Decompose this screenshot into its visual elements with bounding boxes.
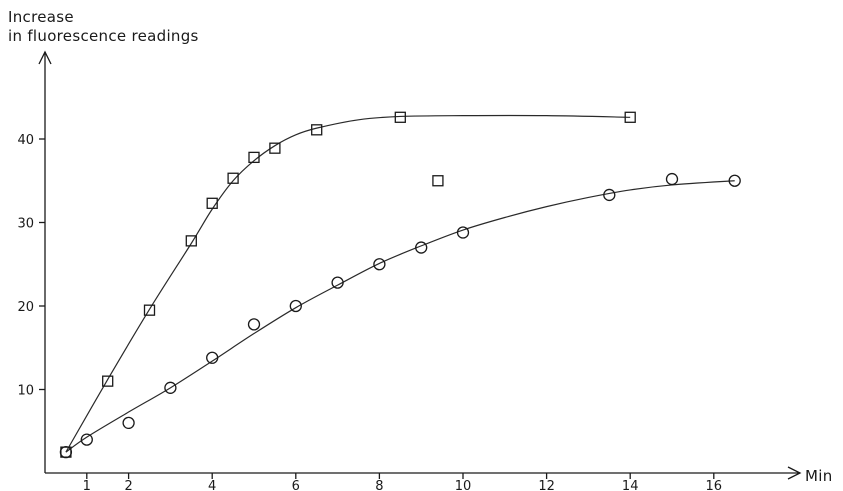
circle-marker <box>665 172 679 186</box>
circle-marker <box>373 258 386 271</box>
circle-marker <box>59 445 73 459</box>
circle-marker <box>289 299 302 313</box>
x-tick-label: 2 <box>124 479 132 491</box>
circle-marker <box>122 416 135 430</box>
data-markers <box>59 111 741 459</box>
fit-curves <box>65 114 735 453</box>
circle-marker <box>728 174 741 187</box>
y-tick-label: 40 <box>17 133 34 148</box>
x-tick-label: 14 <box>622 479 639 491</box>
circle-marker <box>603 188 616 202</box>
circle-marker <box>164 381 177 394</box>
y-tick-label: 10 <box>17 384 34 399</box>
y-tick-label: 30 <box>17 217 34 232</box>
circle-marker <box>415 241 428 254</box>
square-marker <box>311 124 323 136</box>
circle-marker <box>80 433 93 446</box>
square-marker <box>269 142 281 154</box>
square-marker <box>624 111 636 123</box>
square-marker <box>248 151 260 164</box>
y-axis-label-line-2: in fluorescence readings <box>8 27 199 45</box>
square-marker <box>206 197 218 209</box>
x-tick-label: 16 <box>706 479 723 491</box>
circle-marker <box>247 318 261 331</box>
x-tick-label: 4 <box>208 479 216 491</box>
x-tick-label: 10 <box>455 479 472 491</box>
x-tick-label: 12 <box>538 479 555 491</box>
square-marker <box>185 235 197 247</box>
square-marker <box>102 375 114 387</box>
circle-series-fit-curve <box>65 180 735 453</box>
square-marker <box>227 172 239 184</box>
circle-marker <box>206 351 219 364</box>
axes <box>38 50 802 480</box>
x-tick-label: 6 <box>292 479 300 491</box>
y-axis-arrow <box>38 50 52 65</box>
x-axis-label: Min <box>805 467 833 485</box>
x-tick-label: 1 <box>83 479 91 491</box>
circle-marker <box>456 226 470 239</box>
square-marker <box>394 111 406 123</box>
square-marker <box>143 304 156 316</box>
x-axis-arrow <box>787 466 802 480</box>
square-marker <box>432 175 444 187</box>
square-series-fit-curve <box>65 114 631 453</box>
y-tick-label: 20 <box>17 300 34 315</box>
circle-marker <box>331 276 344 289</box>
y-axis-label-line-1: Increase <box>8 8 74 26</box>
x-tick-label: 8 <box>375 479 383 491</box>
